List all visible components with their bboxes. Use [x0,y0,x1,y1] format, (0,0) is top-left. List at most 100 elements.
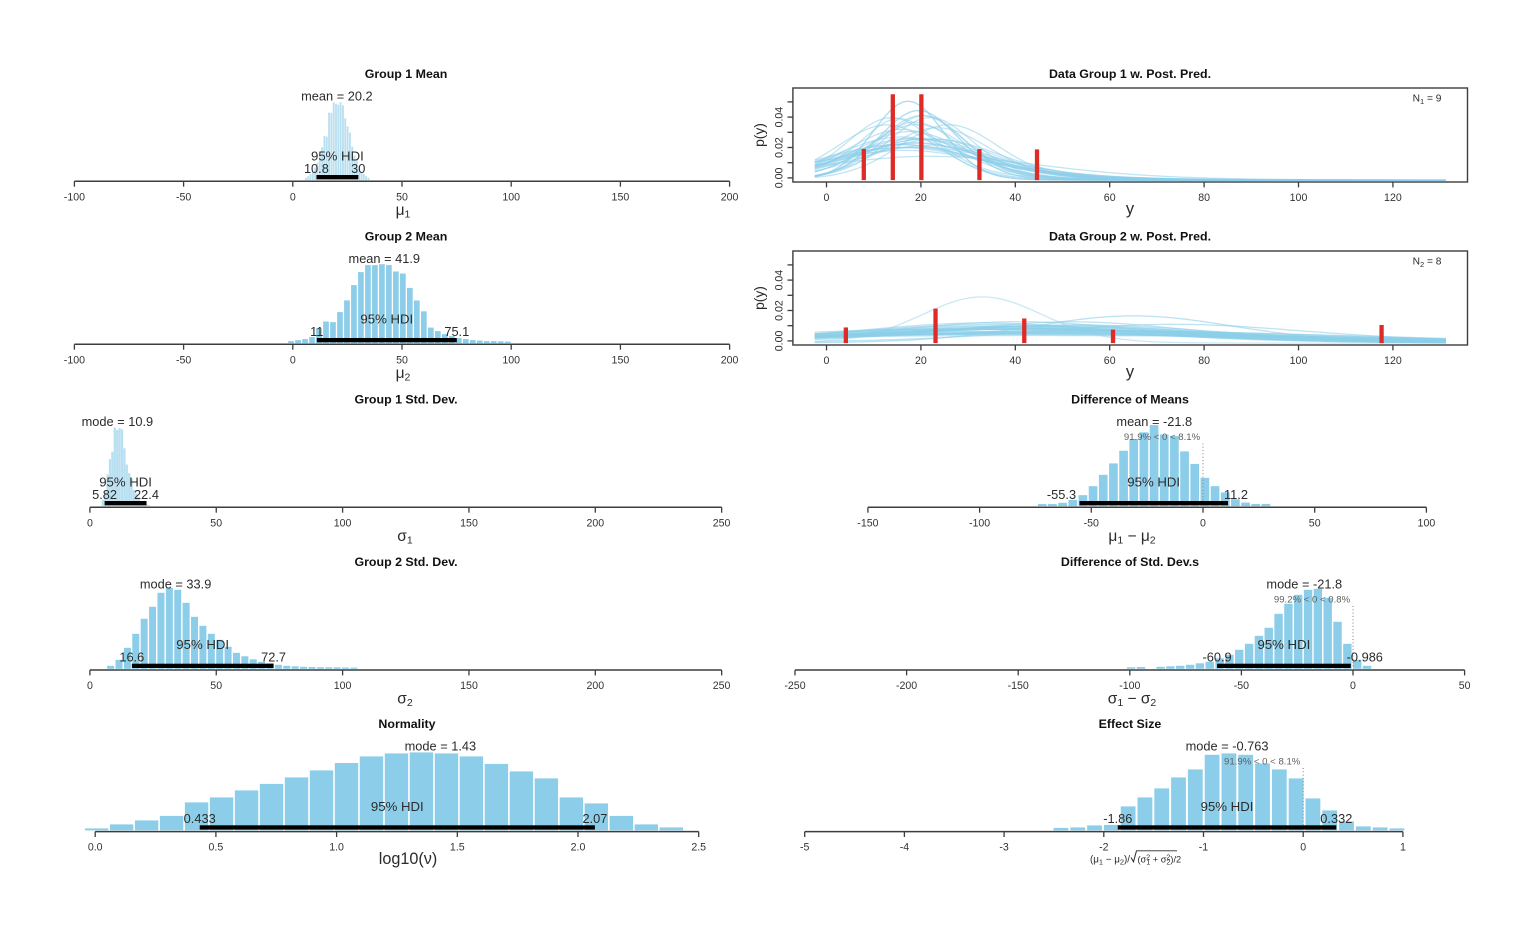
svg-text:16.6: 16.6 [119,650,144,665]
svg-text:72.7: 72.7 [261,650,286,665]
svg-text:-0.986: -0.986 [1347,650,1383,665]
svg-text:0.04: 0.04 [773,270,785,291]
svg-text:50: 50 [1309,517,1321,529]
svg-text:y: y [1126,363,1135,381]
svg-text:40: 40 [1009,192,1021,204]
svg-text:0.02: 0.02 [773,300,785,321]
svg-text:-1.86: -1.86 [1103,811,1132,826]
svg-text:-250: -250 [784,680,805,692]
svg-text:-50: -50 [176,354,191,366]
svg-text:p(y): p(y) [752,286,767,310]
svg-text:(μ1 − μ2)/: (μ1 − μ2)/ [1090,855,1130,867]
svg-text:95% HDI: 95% HDI [311,149,364,164]
svg-text:1.0: 1.0 [329,842,344,854]
svg-text:50: 50 [210,680,222,692]
svg-text:30: 30 [351,161,365,176]
svg-text:Data Group 1 w. Post. Pred.: Data Group 1 w. Post. Pred. [1049,67,1211,81]
svg-text:Difference of Means: Difference of Means [1071,393,1189,407]
svg-text:mean = -21.8: mean = -21.8 [1116,414,1192,429]
svg-text:0.04: 0.04 [773,107,785,128]
svg-text:11.2: 11.2 [1224,487,1248,502]
svg-text:200: 200 [586,517,604,529]
svg-text:95% HDI: 95% HDI [371,799,424,814]
svg-text:0.332: 0.332 [1320,811,1352,826]
svg-text:0: 0 [1300,842,1306,854]
svg-text:100: 100 [1290,192,1308,204]
svg-text:0: 0 [290,191,296,203]
svg-text:20: 20 [915,192,927,204]
svg-text:-200: -200 [896,680,917,692]
svg-text:mode = -0.763: mode = -0.763 [1186,738,1269,753]
svg-text:0.00: 0.00 [773,167,785,188]
svg-text:2.0: 2.0 [571,842,586,854]
svg-text:0.00: 0.00 [773,330,785,351]
svg-text:200: 200 [721,354,739,366]
svg-text:150: 150 [460,680,478,692]
svg-text:0: 0 [87,680,93,692]
svg-text:Group 2 Std. Dev.: Group 2 Std. Dev. [354,555,457,569]
svg-text:200: 200 [721,191,739,203]
svg-text:mode = -21.8: mode = -21.8 [1266,576,1342,591]
svg-text:50: 50 [210,517,222,529]
svg-text:0: 0 [824,355,830,367]
svg-text:2.07: 2.07 [582,811,607,826]
svg-text:60: 60 [1104,192,1116,204]
svg-text:mode = 10.9: mode = 10.9 [82,414,154,429]
svg-text:-100: -100 [64,354,85,366]
svg-text:μ1 − μ2: μ1 − μ2 [1108,528,1155,547]
svg-text:-4: -4 [900,842,910,854]
svg-text:150: 150 [612,354,630,366]
svg-text:22.4: 22.4 [134,487,159,502]
svg-text:σ1 − σ2: σ1 − σ2 [1108,691,1157,710]
svg-text:80: 80 [1198,192,1210,204]
svg-text:1.5: 1.5 [450,842,465,854]
svg-text:100: 100 [502,354,520,366]
svg-text:250: 250 [713,517,731,529]
svg-text:1: 1 [1400,842,1406,854]
svg-text:Data Group 2 w. Post. Pred.: Data Group 2 w. Post. Pred. [1049,230,1211,244]
svg-text:-50: -50 [176,191,191,203]
svg-text:p(y): p(y) [752,123,767,147]
svg-text:200: 200 [586,680,604,692]
svg-text:75.1: 75.1 [444,324,469,339]
svg-text:Group 1 Mean: Group 1 Mean [365,67,448,81]
svg-text:-100: -100 [1119,680,1140,692]
svg-text:(σ21 + σ22)/2: (σ2 1 + σ2 2)/2 [1138,854,1182,866]
svg-text:Normality: Normality [378,717,435,731]
svg-text:250: 250 [713,680,731,692]
svg-text:y: y [1126,200,1135,218]
svg-text:Group 2 Mean: Group 2 Mean [365,230,448,244]
svg-text:-55.3: -55.3 [1047,487,1076,502]
svg-text:0.0: 0.0 [88,842,103,854]
svg-text:N1 = 9: N1 = 9 [1413,94,1442,107]
svg-text:mode = 1.43: mode = 1.43 [405,738,477,753]
svg-text:95% HDI: 95% HDI [360,312,413,327]
svg-text:-1: -1 [1199,842,1209,854]
svg-text:95% HDI: 95% HDI [99,475,152,490]
svg-text:20: 20 [915,355,927,367]
svg-text:2.5: 2.5 [691,842,706,854]
svg-text:100: 100 [502,191,520,203]
svg-text:40: 40 [1009,355,1021,367]
svg-text:mean = 20.2: mean = 20.2 [301,88,373,103]
svg-text:11: 11 [310,324,323,339]
svg-text:60: 60 [1104,355,1116,367]
svg-text:100: 100 [1418,517,1436,529]
svg-text:0.5: 0.5 [209,842,224,854]
svg-text:50: 50 [396,191,408,203]
svg-text:-3: -3 [999,842,1009,854]
svg-text:80: 80 [1198,355,1210,367]
svg-text:-100: -100 [969,517,990,529]
svg-text:50: 50 [396,354,408,366]
svg-text:50: 50 [1459,680,1471,692]
svg-text:-50: -50 [1234,680,1249,692]
svg-text:150: 150 [612,191,630,203]
svg-text:Effect Size: Effect Size [1099,717,1162,731]
svg-text:0.02: 0.02 [773,137,785,158]
svg-text:100: 100 [334,680,352,692]
svg-text:120: 120 [1384,355,1402,367]
svg-text:0: 0 [290,354,296,366]
svg-text:-5: -5 [800,842,810,854]
svg-text:-2: -2 [1099,842,1109,854]
svg-text:Group 1 Std. Dev.: Group 1 Std. Dev. [354,393,457,407]
